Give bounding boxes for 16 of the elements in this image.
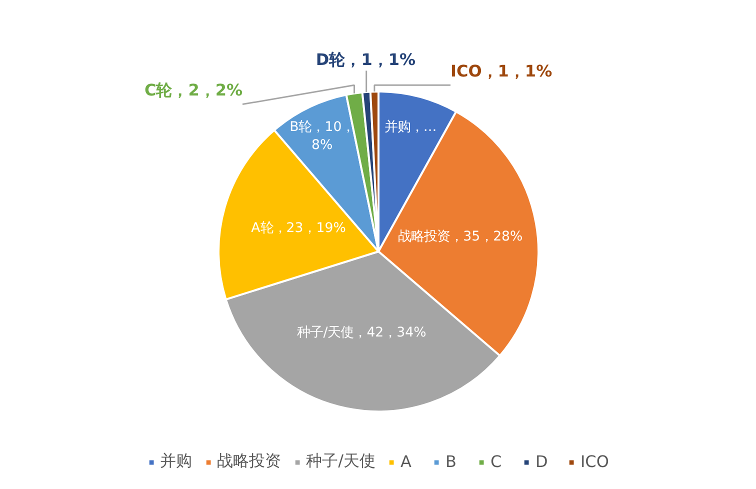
legend-label: C — [490, 452, 503, 471]
data-label: D轮，1，1% — [316, 50, 416, 69]
data-label: A轮，23，19% — [251, 221, 346, 236]
data-label: C轮，2，2% — [144, 80, 243, 100]
data-label: B轮，10，8% — [290, 120, 355, 154]
legend-label: 种子/天使 — [306, 451, 376, 472]
data-label: 种子/天使，42，34% — [297, 325, 426, 340]
data-label: 并购，… — [384, 120, 437, 136]
data-label: 战略投资，35，28% — [398, 229, 523, 244]
legend-label: 并购 — [160, 451, 192, 472]
legend-label: ICO — [580, 452, 609, 471]
data-label: ICO，1，1% — [450, 61, 552, 80]
legend-label: B — [445, 452, 458, 471]
legend-label: D — [535, 452, 549, 471]
legend-label: 战略投资 — [217, 451, 282, 472]
legend-label: A — [400, 452, 412, 471]
